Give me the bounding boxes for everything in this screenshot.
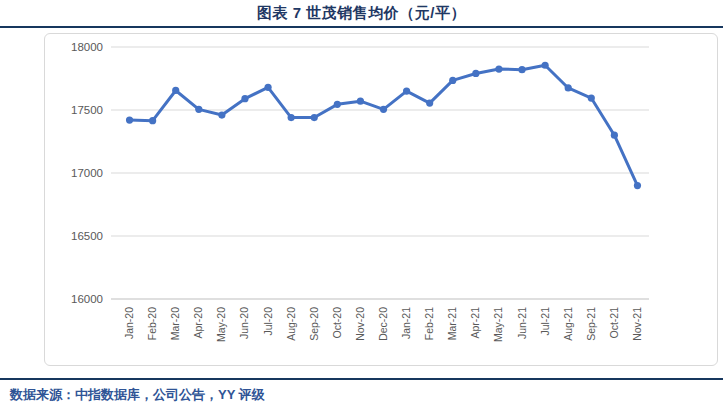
data-source-note: 数据来源：中指数据库，公司公告，YY 评级 xyxy=(10,386,265,404)
series-line xyxy=(130,65,638,185)
x-axis-tick-label: Jul-21 xyxy=(539,307,551,336)
data-point-Mar-21 xyxy=(449,77,456,84)
y-axis-tick-label: 17500 xyxy=(71,104,103,116)
y-axis-tick-label: 16500 xyxy=(71,230,103,242)
y-axis-tick-label: 17000 xyxy=(71,167,103,179)
data-point-Nov-21 xyxy=(634,182,641,189)
chart-title: 图表 7 世茂销售均价（元/平） xyxy=(0,4,723,23)
data-point-Jul-20 xyxy=(264,84,271,91)
x-axis-tick-label: Dec-20 xyxy=(377,307,389,341)
title-divider-line xyxy=(0,26,723,28)
x-axis-tick-label: Jan-20 xyxy=(123,307,135,339)
data-point-Feb-21 xyxy=(426,99,433,106)
data-point-Oct-20 xyxy=(334,101,341,108)
x-axis-tick-label: Feb-21 xyxy=(423,307,435,340)
x-axis-tick-label: Oct-21 xyxy=(608,307,620,339)
x-axis-tick-label: Jul-20 xyxy=(262,307,274,336)
x-axis-tick-label: Mar-20 xyxy=(169,307,181,340)
footer-divider-line xyxy=(0,378,723,380)
x-axis-tick-label: Oct-20 xyxy=(331,307,343,339)
data-point-Apr-21 xyxy=(472,70,479,77)
plot-canvas: 18000 17500 17000 16500 16000 Jan-20 Feb-20 Mar… xyxy=(45,34,719,367)
data-point-Aug-21 xyxy=(565,84,572,91)
data-point-Jan-21 xyxy=(403,88,410,95)
figure-page: 图表 7 世茂销售均价（元/平） 18000 17500 17000 16500 160… xyxy=(0,0,723,408)
data-point-Oct-21 xyxy=(611,132,618,139)
x-axis-tick-label: May-20 xyxy=(215,307,227,342)
x-axis-tick-label: Aug-21 xyxy=(562,307,574,341)
data-point-Apr-20 xyxy=(195,106,202,113)
data-point-Jun-20 xyxy=(241,95,248,102)
y-axis-tick-label: 18000 xyxy=(71,41,103,53)
data-point-Dec-20 xyxy=(380,106,387,113)
data-point-May-21 xyxy=(495,65,502,72)
data-point-Aug-20 xyxy=(288,114,295,121)
data-point-Jun-21 xyxy=(518,66,525,73)
data-point-Feb-20 xyxy=(149,117,156,124)
data-point-Sep-21 xyxy=(588,94,595,101)
x-axis-tick-label: Jan-21 xyxy=(400,307,412,339)
x-axis-tick-label: Jun-21 xyxy=(516,307,528,339)
x-axis-tick-label: Aug-20 xyxy=(285,307,297,341)
x-axis-tick-label: Mar-21 xyxy=(446,307,458,340)
data-point-Sep-20 xyxy=(311,114,318,121)
x-axis-tick-label: Jun-20 xyxy=(238,307,250,339)
x-axis-tick-label: Nov-21 xyxy=(631,307,643,341)
x-axis-tick-label: Nov-20 xyxy=(354,307,366,341)
data-point-Jul-21 xyxy=(542,62,549,69)
x-axis-tick-label: Sep-21 xyxy=(585,307,597,341)
data-point-Mar-20 xyxy=(172,87,179,94)
x-axis-tick-label: Sep-20 xyxy=(308,307,320,341)
x-axis-tick-label: May-21 xyxy=(492,307,504,342)
y-axis-tick-label: 16000 xyxy=(71,293,103,305)
data-point-May-20 xyxy=(218,111,225,118)
x-axis-tick-label: Apr-21 xyxy=(469,307,481,339)
data-point-Jan-20 xyxy=(126,116,133,123)
data-point-Nov-20 xyxy=(357,98,364,105)
x-axis-tick-label: Feb-20 xyxy=(146,307,158,340)
x-axis-tick-label: Apr-20 xyxy=(192,307,204,339)
line-chart: 18000 17500 17000 16500 16000 Jan-20 Feb-20 Mar… xyxy=(44,33,718,366)
